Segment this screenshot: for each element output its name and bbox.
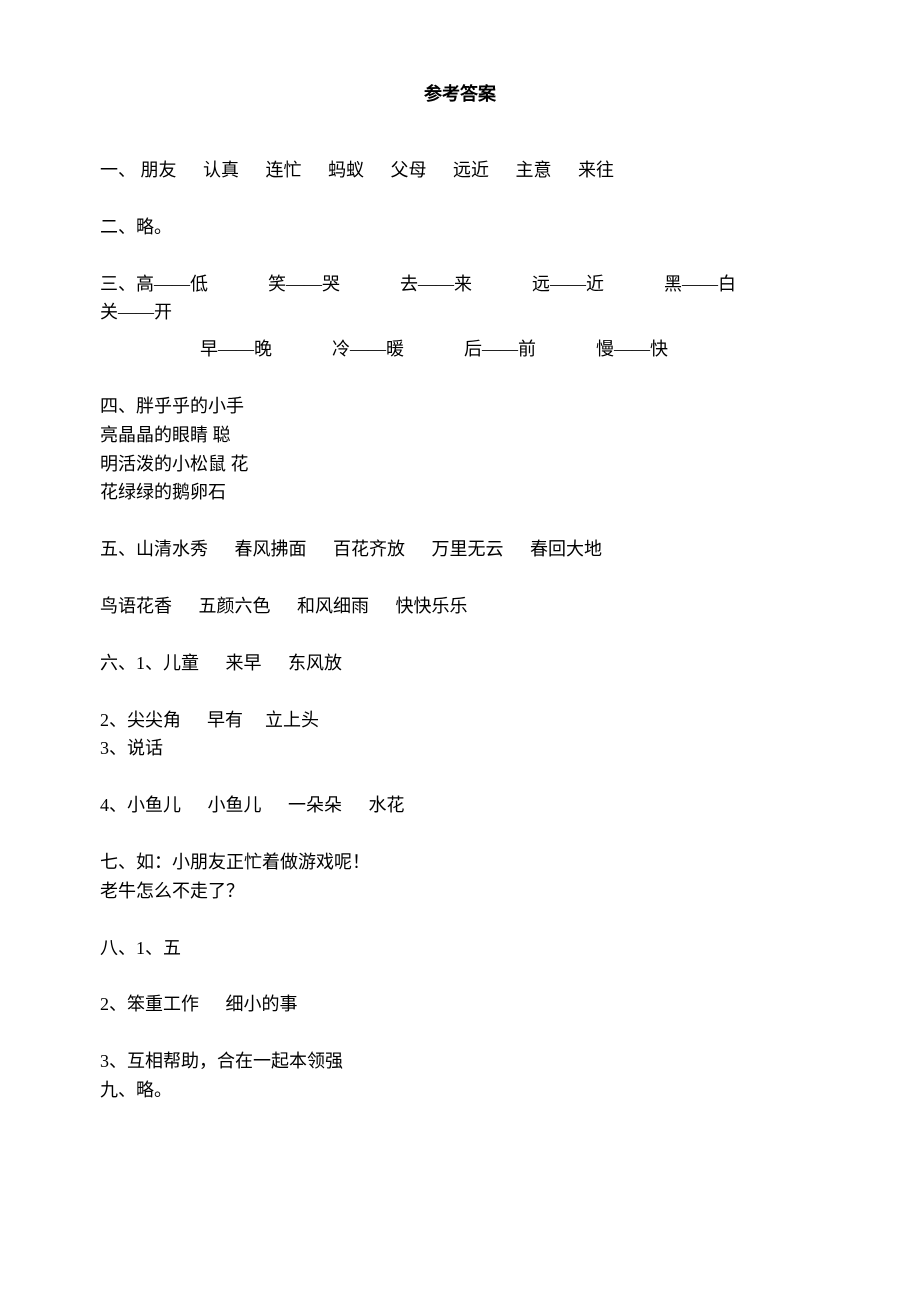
section-one: 一、 朋友 认真 连忙 蚂蚁 父母 远近 主意 来往 [100, 156, 820, 185]
section-four-label: 四、 [100, 396, 136, 416]
section-six: 六、1、儿童 来早 东风放 2、尖尖角 早有 立上头 3、说话 4、小鱼儿 小鱼… [100, 649, 820, 820]
pair-item: 笑——哭 [268, 270, 340, 299]
q4-line: 花绿绿的鹅卵石 [100, 478, 820, 507]
section-three-label: 三、 [100, 270, 136, 299]
section-six-label: 六、 [100, 653, 136, 673]
q1-item: 蚂蚁 [328, 160, 364, 180]
q1-item: 连忙 [266, 160, 302, 180]
idiom-item: 春回大地 [530, 539, 602, 559]
q6-3: 3、说话 [100, 734, 820, 763]
pair-extra: 关——开 [100, 298, 820, 327]
q6-2-label: 2、尖尖角 [100, 706, 181, 735]
q7-line2: 老牛怎么不走了？ [100, 877, 820, 906]
pair-item: 慢——快 [596, 335, 668, 364]
q1-item: 朋友 [141, 160, 177, 180]
q4-line: 胖乎乎的小手 [136, 396, 244, 416]
q8-item: 细小的事 [226, 994, 298, 1014]
pair-item: 后——前 [464, 335, 536, 364]
section-five-label: 五、 [100, 539, 136, 559]
pair-item: 早——晚 [200, 335, 272, 364]
section-nine: 九、略。 [100, 1076, 820, 1105]
q8-1: 八、1、五 [100, 934, 820, 963]
section-seven: 七、如：小朋友正忙着做游戏呢！ 老牛怎么不走了？ [100, 848, 820, 906]
q8-3: 3、互相帮助，合在一起本领强 [100, 1047, 820, 1076]
q6-item: 儿童 [163, 653, 199, 673]
section-five: 五、山清水秀 春风拂面 百花齐放 万里无云 春回大地 鸟语花香 五颜六色 和风细… [100, 535, 820, 621]
page-title: 参考答案 [100, 80, 820, 106]
q7-line1: 七、如：小朋友正忙着做游戏呢！ [100, 848, 820, 877]
idiom-item: 和风细雨 [297, 596, 369, 616]
q8-2-label: 2、 [100, 994, 127, 1014]
q6-item: 东风放 [288, 653, 342, 673]
q6-4-label: 4、 [100, 795, 127, 815]
q1-item: 父母 [391, 160, 427, 180]
idiom-item: 五颜六色 [199, 596, 271, 616]
pair-item: 去——来 [400, 270, 472, 299]
q6-item: 水花 [369, 795, 405, 815]
section-four: 四、胖乎乎的小手 亮晶晶的眼睛 聪 明活泼的小松鼠 花 花绿绿的鹅卵石 [100, 392, 820, 507]
q6-item: 一朵朵 [288, 795, 342, 815]
q1-item: 主意 [516, 160, 552, 180]
idiom-item: 春风拂面 [235, 539, 307, 559]
section-eight: 八、1、五 2、笨重工作 细小的事 3、互相帮助，合在一起本领强 九、略。 [100, 934, 820, 1105]
q6-item: 小鱼儿 [208, 795, 262, 815]
section-two: 二、略。 [100, 213, 820, 242]
idiom-item: 快快乐乐 [396, 596, 468, 616]
idiom-item: 万里无云 [432, 539, 504, 559]
q6-item: 立上头 [265, 706, 319, 735]
q4-line: 亮晶晶的眼睛 聪 [100, 421, 820, 450]
idiom-item: 百花齐放 [333, 539, 405, 559]
q1-item: 认真 [203, 160, 239, 180]
q6-1-label: 1、 [136, 653, 163, 673]
q1-item: 来往 [578, 160, 614, 180]
q4-line: 明活泼的小松鼠 花 [100, 450, 820, 479]
pair-item: 远——近 [532, 270, 604, 299]
q6-item: 小鱼儿 [127, 795, 181, 815]
pair-item: 冷——暖 [332, 335, 404, 364]
section-one-label: 一、 [100, 160, 136, 180]
q6-item: 早有 [207, 706, 243, 735]
pair-item: 黑——白 [664, 270, 736, 299]
q8-item: 笨重工作 [127, 994, 199, 1014]
idiom-item: 鸟语花香 [100, 596, 172, 616]
q6-item: 来早 [226, 653, 262, 673]
pair-item: 高——低 [136, 270, 208, 299]
section-three: 三、高——低 笑——哭 去——来 远——近 黑——白 关——开 早——晚 冷——… [100, 270, 820, 364]
idiom-item: 山清水秀 [136, 539, 208, 559]
q1-item: 远近 [453, 160, 489, 180]
